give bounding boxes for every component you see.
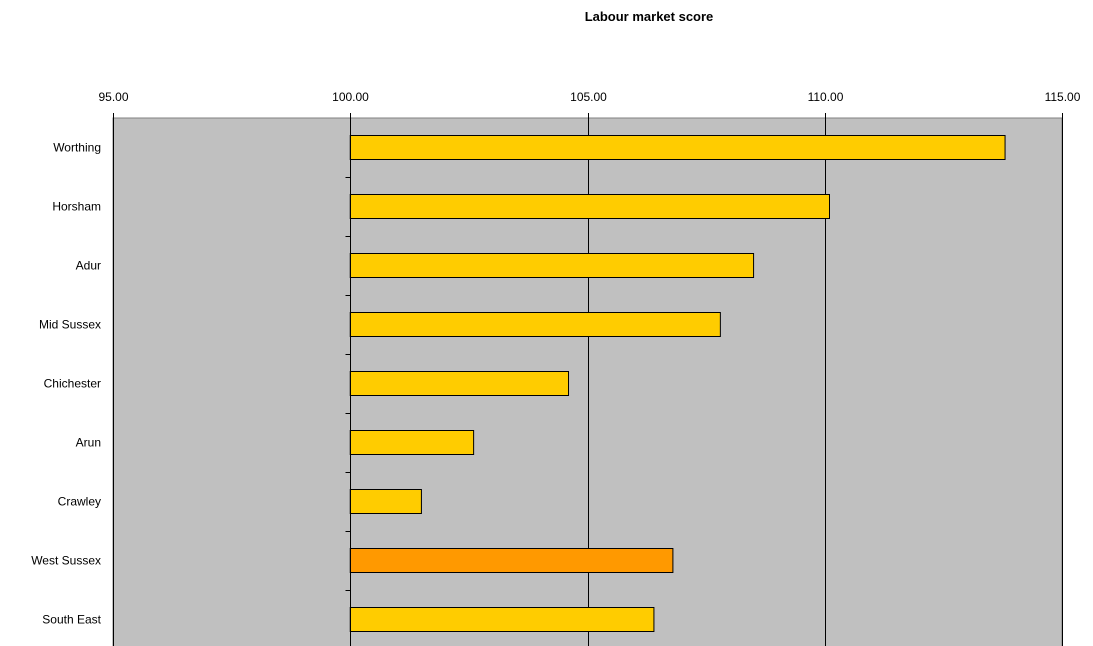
category-label: Adur: [76, 259, 101, 273]
x-tick-label: 105.00: [570, 90, 607, 104]
category-label: Horsham: [52, 200, 101, 214]
category-label: Chichester: [44, 377, 101, 391]
bars: [349, 135, 1006, 632]
bar-adur: [349, 253, 755, 278]
x-axis: 95.00 100.00 105.00 110.00 115.00: [98, 90, 1081, 118]
bar-west-sussex: [349, 548, 674, 573]
y-axis: Worthing Horsham Adur Mid Sussex Chichester A…: [31, 118, 351, 646]
bar-mid-sussex: [349, 312, 721, 337]
category-label: South East: [42, 613, 101, 627]
x-tick-label: 110.00: [808, 90, 844, 104]
category-label: Worthing: [53, 141, 101, 155]
bar-worthing: [349, 135, 1006, 160]
category-label: Crawley: [58, 495, 101, 509]
bar-south-east: [349, 607, 655, 632]
x-tick-label: 115.00: [1045, 90, 1081, 104]
category-label: West Sussex: [31, 554, 101, 568]
x-tick-label: 100.00: [332, 90, 369, 104]
bar-horsham: [349, 194, 830, 219]
x-tick-label: 95.00: [98, 90, 128, 104]
bar-chichester: [349, 371, 570, 396]
category-label: Arun: [76, 436, 101, 450]
bar-arun: [349, 430, 475, 455]
category-label: Mid Sussex: [39, 318, 101, 332]
bar-crawley: [349, 489, 422, 514]
chart-title: Labour market score: [585, 9, 714, 24]
